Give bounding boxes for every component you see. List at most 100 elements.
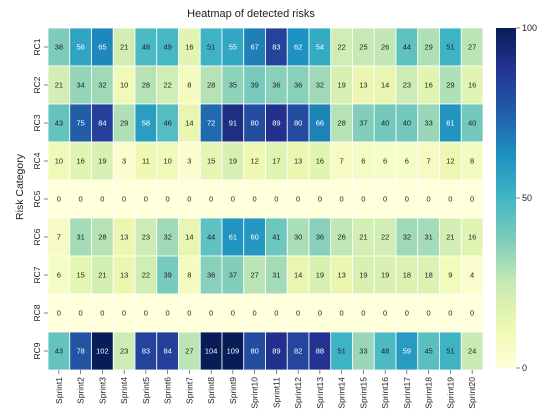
cell-value-label: 19 [381, 271, 389, 280]
cell-value-label: 31 [272, 271, 280, 280]
x-tick-label: Sprint19 [445, 377, 455, 409]
cell-value-label: 0 [144, 309, 148, 318]
cell-value-label: 28 [337, 119, 345, 128]
cell-value-label: 16 [76, 157, 84, 166]
cell-value-label: 0 [427, 195, 431, 204]
cell-value-label: 15 [76, 271, 84, 280]
cell-value-label: 32 [98, 81, 106, 90]
cell-value-label: 0 [448, 195, 452, 204]
cell-value-label: 8 [187, 271, 191, 280]
cell-value-label: 4 [470, 271, 474, 280]
x-tick-label: Sprint1 [54, 377, 64, 404]
cell-value-label: 18 [403, 271, 411, 280]
cell-value-label: 37 [229, 271, 237, 280]
cell-value-label: 61 [229, 233, 237, 242]
cell-value-label: 0 [274, 309, 278, 318]
cell-value-label: 0 [361, 309, 365, 318]
cell-value-label: 38 [55, 43, 63, 52]
cell-value-label: 54 [316, 43, 324, 52]
cell-value-label: 32 [163, 233, 171, 242]
cell-value-label: 0 [448, 309, 452, 318]
cell-value-label: 67 [250, 43, 258, 52]
cell-value-label: 84 [163, 347, 171, 356]
cell-value-label: 33 [424, 119, 432, 128]
cell-value-label: 0 [209, 309, 213, 318]
cell-value-label: 78 [76, 347, 84, 356]
cell-value-label: 109 [227, 347, 240, 356]
cell-value-label: 22 [142, 271, 150, 280]
cell-value-label: 0 [166, 309, 170, 318]
cell-value-label: 12 [250, 157, 258, 166]
heatmap-cells: 38 56 65 21 48 49 16 51 55 67 83 62 54 22 25 26 44 29 51 27… [47, 27, 484, 371]
cell-value-label: 84 [98, 119, 106, 128]
x-tick-label: Sprint12 [293, 377, 303, 409]
cell-value-label: 80 [250, 347, 258, 356]
cell-value-label: 89 [272, 347, 280, 356]
y-tick-label: RC9 [32, 342, 42, 359]
cell-value-label: 19 [229, 157, 237, 166]
cell-value-label: 14 [185, 119, 193, 128]
cell-value-label: 22 [337, 43, 345, 52]
cell-value-label: 0 [187, 309, 191, 318]
cell-value-label: 32 [316, 81, 324, 90]
y-tick-label: RC5 [32, 190, 42, 207]
y-axis-title: Risk Category [14, 153, 26, 220]
y-tick-label: RC6 [32, 228, 42, 245]
cell-value-label: 0 [79, 309, 83, 318]
cell-value-label: 0 [231, 195, 235, 204]
x-tick-label: Sprint8 [206, 377, 216, 404]
cell-value-label: 51 [337, 347, 345, 356]
cell-value-label: 0 [405, 195, 409, 204]
cell-value-label: 7 [427, 157, 431, 166]
cell-value-label: 28 [142, 81, 150, 90]
cell-value-label: 30 [294, 233, 302, 242]
cell-value-label: 48 [142, 43, 150, 52]
cell-value-label: 72 [207, 119, 215, 128]
cell-value-label: 89 [272, 119, 280, 128]
cell-value-label: 61 [446, 119, 454, 128]
cell-value-label: 14 [381, 81, 389, 90]
cell-value-label: 88 [316, 347, 324, 356]
cell-value-label: 16 [468, 233, 476, 242]
cell-value-label: 0 [187, 195, 191, 204]
cell-value-label: 0 [383, 195, 387, 204]
x-tick-label: Sprint4 [119, 377, 129, 404]
cell-value-label: 14 [185, 233, 193, 242]
y-tick-label: RC4 [32, 152, 42, 169]
cell-value-label: 21 [446, 233, 454, 242]
cell-value-label: 66 [316, 119, 324, 128]
cell-value-label: 34 [76, 81, 84, 90]
x-tick-label: Sprint14 [337, 377, 347, 409]
cell-value-label: 13 [359, 81, 367, 90]
cell-value-label: 40 [381, 119, 389, 128]
cell-value-label: 40 [468, 119, 476, 128]
cell-value-label: 13 [337, 271, 345, 280]
x-tick-label: Sprint16 [380, 377, 390, 409]
cell-value-label: 39 [250, 81, 258, 90]
cell-value-label: 36 [272, 81, 280, 90]
cell-value-label: 0 [122, 309, 126, 318]
cell-value-label: 60 [250, 233, 258, 242]
cell-value-label: 0 [318, 195, 322, 204]
cell-value-label: 8 [470, 157, 474, 166]
cell-value-label: 37 [359, 119, 367, 128]
cell-value-label: 91 [229, 119, 237, 128]
cell-value-label: 13 [120, 233, 128, 242]
cell-value-label: 15 [207, 157, 215, 166]
cell-value-label: 19 [98, 157, 106, 166]
cell-value-label: 10 [120, 81, 128, 90]
cell-value-label: 33 [359, 347, 367, 356]
cell-value-label: 21 [98, 271, 106, 280]
cell-value-label: 0 [405, 309, 409, 318]
x-tick-labels: Sprint1 Sprint2 Sprint3 Sprint4 Sprint5 Sprin… [54, 370, 477, 409]
cell-value-label: 80 [250, 119, 258, 128]
cell-value-label: 31 [76, 233, 84, 242]
cell-value-label: 0 [318, 309, 322, 318]
cell-value-label: 0 [57, 195, 61, 204]
cell-value-label: 0 [144, 195, 148, 204]
cell-value-label: 0 [79, 195, 83, 204]
cell-value-label: 48 [381, 347, 389, 356]
y-tick-label: RC1 [32, 38, 42, 55]
cell-value-label: 9 [448, 271, 452, 280]
cell-value-label: 55 [229, 43, 237, 52]
